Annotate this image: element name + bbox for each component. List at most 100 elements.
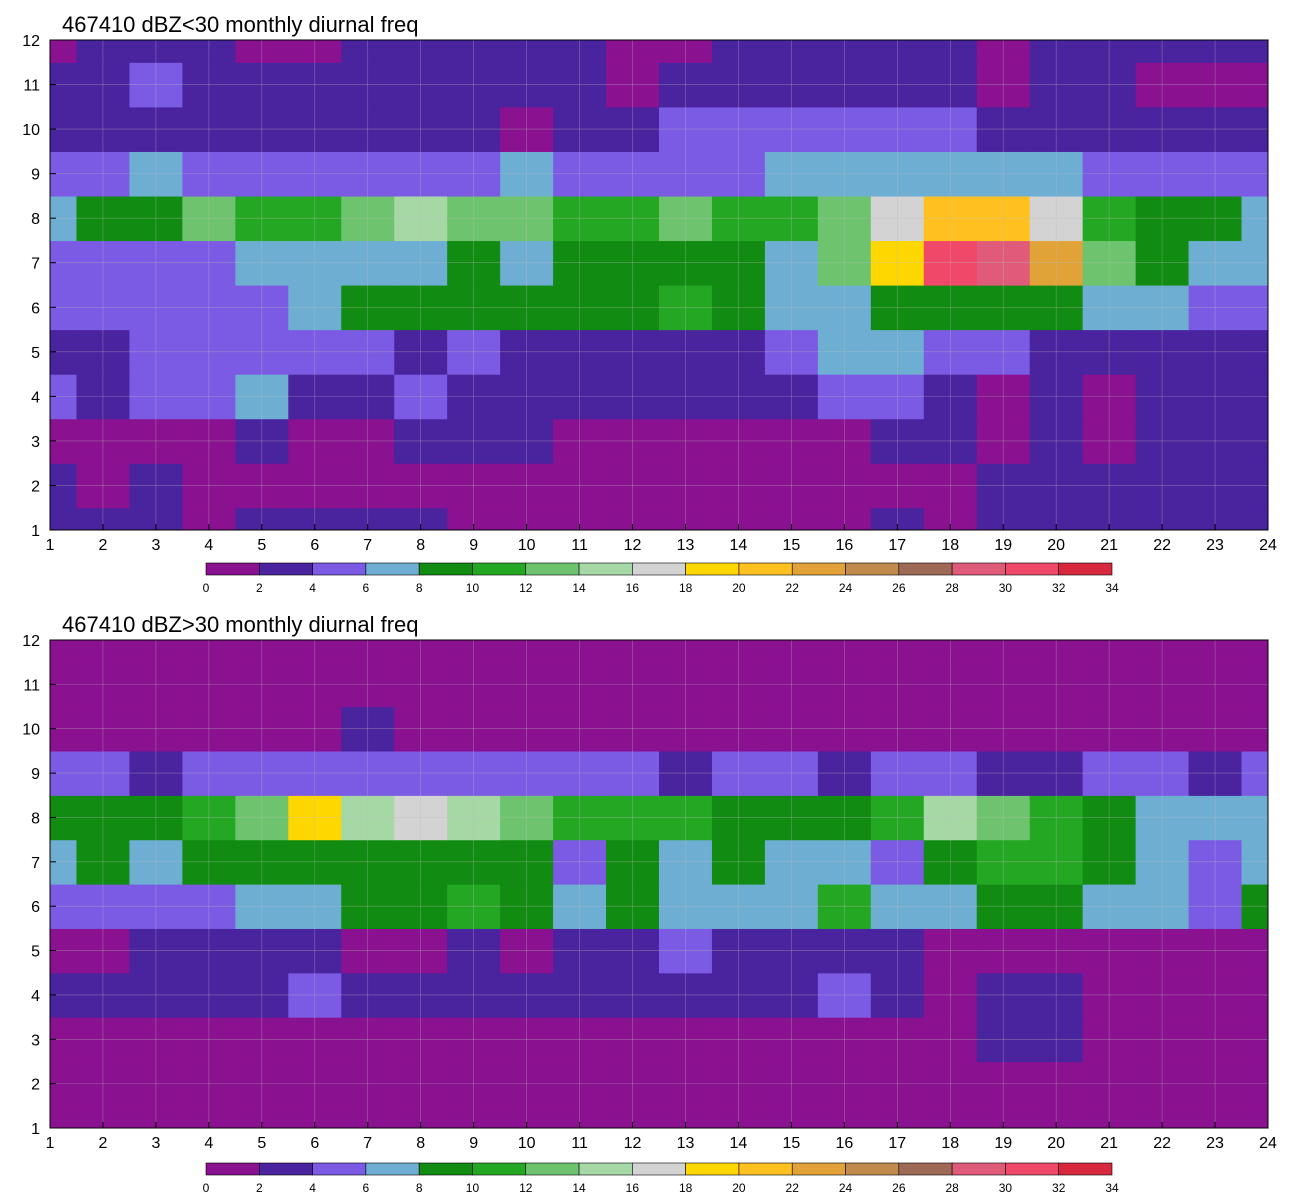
colorbar-swatch (791, 1162, 846, 1176)
x-tick-label: 12 (624, 1135, 642, 1152)
heatmap-cell (1135, 62, 1190, 108)
heatmap-cell (76, 40, 131, 63)
x-axis-ticks: 1 2 3 4 5 6 7 8 9 10 11 12 13 14 15 16 17 18 19 20 21 22 23 24 (46, 524, 1277, 554)
colorbar-tick-label: 22 (786, 581, 800, 595)
colorbar-tick-label: 10 (466, 1181, 480, 1195)
y-tick-label: 6 (31, 899, 40, 916)
heatmap-cell (50, 507, 78, 530)
colorbar-tick-label: 18 (679, 581, 693, 595)
heatmap-cell (1241, 62, 1268, 108)
colorbar-swatch (258, 562, 313, 576)
x-tick-label: 9 (469, 1135, 478, 1152)
heatmap-cell (1135, 750, 1190, 796)
x-tick-label: 12 (624, 537, 642, 554)
colorbar-tick-label: 34 (1105, 1181, 1119, 1195)
heatmap-cell (1241, 750, 1268, 796)
heatmap-cell (76, 62, 131, 108)
x-tick-label: 16 (835, 537, 853, 554)
x-tick-label: 19 (994, 537, 1012, 554)
heatmap-cell (447, 1061, 501, 1107)
heatmap-cell (1135, 40, 1190, 63)
colorbar-tick-label: 18 (679, 1181, 693, 1195)
colorbar-swatch (578, 1162, 633, 1176)
heatmap-cell (1188, 62, 1243, 108)
colorbar-swatch (898, 562, 953, 576)
colorbar-tick-label: 28 (945, 581, 959, 595)
plot-frame (49, 39, 1269, 531)
colorbar-swatch (365, 1162, 420, 1176)
colorbar-swatch (738, 1162, 793, 1176)
y-tick-label: 6 (31, 300, 40, 317)
heatmap-cell (50, 1105, 78, 1128)
colorbar: 0 2 4 6 8 10 12 14 16 18 20 22 24 26 28 30 32 34 (203, 1162, 1119, 1195)
x-tick-label: 22 (1153, 1135, 1171, 1152)
x-tick-label: 24 (1259, 537, 1277, 554)
heatmap-cell (235, 1017, 289, 1063)
heatmap-cell (76, 750, 131, 796)
x-tick-label: 20 (1047, 1135, 1065, 1152)
heatmap-cell (1135, 640, 1190, 663)
heatmap-cell (447, 640, 501, 663)
heatmap-cell (1135, 1061, 1190, 1107)
x-tick-label: 23 (1206, 1135, 1224, 1152)
colorbar-tick-label: 6 (363, 581, 370, 595)
heatmap-cell (711, 640, 766, 663)
x-tick-label: 2 (99, 1135, 108, 1152)
heatmap-cell (711, 1061, 766, 1107)
heatmap-cell (76, 1061, 131, 1107)
colorbar-swatch (632, 562, 686, 576)
heatmap-cell (1188, 240, 1243, 286)
colorbar-tick-label: 0 (203, 581, 210, 595)
colorbar-swatch (312, 1162, 367, 1176)
colorbar-swatch (898, 1162, 953, 1176)
heatmap-cell (235, 40, 289, 63)
x-tick-label: 23 (1206, 537, 1224, 554)
colorbar-swatch (205, 1162, 260, 1176)
x-tick-label: 5 (257, 1135, 266, 1152)
heatmap-cell (50, 40, 78, 63)
colorbar-swatch (418, 562, 473, 576)
heatmap-cell (1241, 1105, 1268, 1128)
x-tick-label: 19 (994, 1135, 1012, 1152)
heatmap-cell (76, 1017, 131, 1063)
x-tick-label: 9 (469, 537, 478, 554)
heatmap-cell (76, 1105, 131, 1128)
y-tick-label: 7 (31, 256, 40, 273)
colorbar-swatch (845, 562, 900, 576)
heatmap-cell (870, 1017, 925, 1063)
y-tick-label: 10 (22, 722, 40, 739)
colorbar: 0 2 4 6 8 10 12 14 16 18 20 22 24 26 28 30 32 34 (203, 562, 1119, 595)
colorbar-tick-label: 14 (572, 1181, 586, 1195)
heatmap-cell (711, 507, 766, 530)
x-tick-label: 14 (730, 537, 748, 554)
heatmap-cell (1241, 240, 1268, 286)
heatmap-cell (1241, 640, 1268, 663)
x-tick-label: 11 (571, 537, 588, 554)
x-tick-label: 22 (1153, 537, 1171, 554)
heatmap-cell (870, 1105, 925, 1128)
x-tick-label: 21 (1100, 1135, 1118, 1152)
heatmap-cell (76, 240, 131, 286)
colorbar-tick-label: 0 (203, 1181, 210, 1195)
y-tick-label: 7 (31, 855, 40, 872)
colorbar-swatch (845, 1162, 900, 1176)
colorbar-swatch (791, 562, 846, 576)
y-tick-label: 10 (22, 122, 40, 139)
heatmap-cell (447, 62, 501, 108)
heatmap-cell (711, 1105, 766, 1128)
heatmap-cell (1135, 507, 1190, 530)
heatmap-cell (711, 62, 766, 108)
heatmap-cell (76, 640, 131, 663)
x-tick-label: 17 (888, 537, 906, 554)
colorbar-swatch (205, 562, 260, 576)
colorbar-tick-label: 32 (1052, 581, 1066, 595)
heatmap-cell (1241, 40, 1268, 63)
y-tick-label: 11 (23, 677, 40, 694)
heatmap-cell (235, 750, 289, 796)
heatmap-cell (711, 750, 766, 796)
heatmap-cell (50, 640, 78, 663)
colorbar-tick-label: 30 (999, 581, 1013, 595)
x-tick-label: 2 (99, 537, 108, 554)
